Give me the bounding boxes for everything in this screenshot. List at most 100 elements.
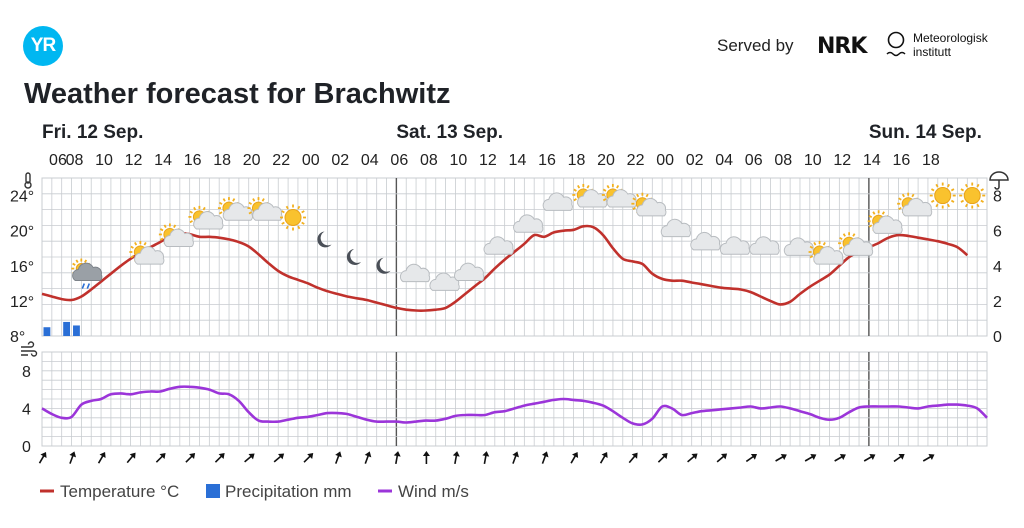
wind-arrow-icon	[69, 451, 77, 464]
sun-ray	[248, 201, 253, 205]
arrow-head	[40, 451, 47, 459]
arrow-head	[189, 453, 196, 460]
wind-tick-label: 4	[22, 401, 31, 418]
cloud-shape	[193, 211, 224, 230]
sun-ray	[573, 198, 577, 202]
sun-ray	[189, 220, 193, 224]
temperature-line	[41, 224, 969, 312]
wind-arrow-icon	[364, 451, 372, 464]
temp-tick-label: 12°	[10, 294, 34, 311]
day-labels: Fri. 12 Sep. Sat. 13 Sep. Sun. 14 Sep.	[42, 122, 982, 143]
arrow-head	[750, 453, 757, 460]
cloud-shape	[513, 214, 544, 233]
wind-arrow-icon	[541, 451, 549, 464]
wind-tick-label: 8	[22, 364, 31, 381]
precip-bar	[63, 321, 71, 336]
sun-ray	[872, 211, 876, 215]
arrow-head	[721, 453, 728, 460]
hour-tick-label: 10	[449, 152, 467, 169]
partly-cloudy-icon	[572, 183, 608, 208]
sun-ray	[645, 193, 649, 198]
hour-tick-label: 00	[302, 152, 320, 169]
cloud-shape	[134, 246, 165, 265]
sun-disc	[284, 209, 302, 226]
wind-arrow-icon	[126, 452, 136, 464]
met-logo-icon	[886, 31, 906, 57]
met-institute-label: Meteorologisk institutt	[913, 31, 988, 59]
sun-ray	[159, 228, 164, 232]
sun-ray	[130, 245, 134, 249]
day-label: Sun. 14 Sep.	[869, 122, 982, 143]
precip-tick-label: 0	[993, 329, 1002, 346]
wind-arrow-icon	[273, 453, 285, 463]
hour-tick-label: 22	[627, 152, 645, 169]
wind-arrow-icon	[214, 453, 225, 463]
sun-icon	[959, 182, 986, 209]
sun-icon	[929, 182, 956, 209]
sun-ray	[281, 221, 285, 225]
precip-tick-label: 2	[993, 294, 1002, 311]
sun-ray	[75, 259, 79, 263]
arrow-head	[839, 453, 846, 461]
hour-tick-label: 16	[538, 152, 556, 169]
arrow-head	[898, 453, 905, 460]
sun-ray	[281, 210, 285, 214]
legend-label-temperature: Temperature °C	[60, 482, 179, 501]
sun-ray	[898, 206, 902, 211]
hour-tick-label: 14	[509, 152, 527, 169]
moon-cloud-icon	[783, 237, 815, 256]
sun-ray	[606, 184, 610, 189]
arrow-head	[452, 451, 460, 457]
sun-ray	[898, 197, 902, 201]
arrow-head	[512, 451, 519, 458]
wind-icon	[21, 341, 38, 357]
hour-tick-label: 20	[597, 152, 615, 169]
hour-tick-label: 12	[479, 152, 497, 169]
wind-arrow-icon	[599, 451, 608, 464]
cloud-icon	[513, 214, 544, 233]
temp-tick-label: 16°	[10, 259, 34, 276]
wind-arrow-icon	[804, 453, 817, 462]
sun-ray	[285, 225, 289, 230]
sun-ray	[813, 242, 817, 246]
wind-arrow-icon	[628, 452, 638, 464]
sun-ray	[602, 198, 607, 202]
temp-tick-label: 24°	[10, 189, 34, 206]
served-by-label: Served by	[717, 36, 794, 55]
sun-ray	[809, 255, 814, 259]
sun-ray	[964, 203, 969, 208]
wind-arrow-icon	[393, 451, 401, 465]
hour-tick-label: 12	[833, 152, 851, 169]
raindrop	[81, 283, 86, 289]
yr-logo[interactable]: YR	[23, 26, 63, 66]
cloud-shape	[606, 189, 637, 208]
y-axes: 8° 12° 16° 20° 24° 0 2 4 6 8 0 4 8	[10, 171, 1009, 456]
sun-ray	[980, 199, 984, 203]
cloud-shape	[690, 231, 721, 251]
hour-tick-label: 06	[49, 152, 67, 169]
moon-icon	[376, 257, 391, 274]
wind-arrow-icon	[303, 453, 314, 463]
sun-ray	[946, 183, 950, 188]
met-line-2: institutt	[913, 45, 952, 59]
cloud-shape	[399, 263, 431, 283]
partly-cloudy-icon	[808, 241, 844, 265]
cloud-shape	[222, 202, 253, 221]
cloud-shape	[252, 202, 283, 221]
wind-tick-label: 0	[22, 439, 31, 456]
nrk-logo[interactable]: NRK	[817, 34, 867, 59]
cloud-icon	[542, 192, 573, 211]
sun-ray	[946, 203, 950, 208]
cloud-icon	[690, 231, 721, 251]
cloud-shape	[749, 236, 780, 255]
sun-ray	[842, 233, 846, 237]
moon-shape	[317, 231, 332, 248]
partly-cloudy-icon	[129, 241, 165, 265]
sun-ray	[134, 242, 138, 246]
cloud-shape	[636, 197, 667, 217]
partly-cloudy-icon	[867, 210, 903, 234]
precip-tick-label: 8	[993, 189, 1002, 206]
cloud-shape	[429, 272, 460, 291]
sun-ray	[577, 184, 581, 189]
